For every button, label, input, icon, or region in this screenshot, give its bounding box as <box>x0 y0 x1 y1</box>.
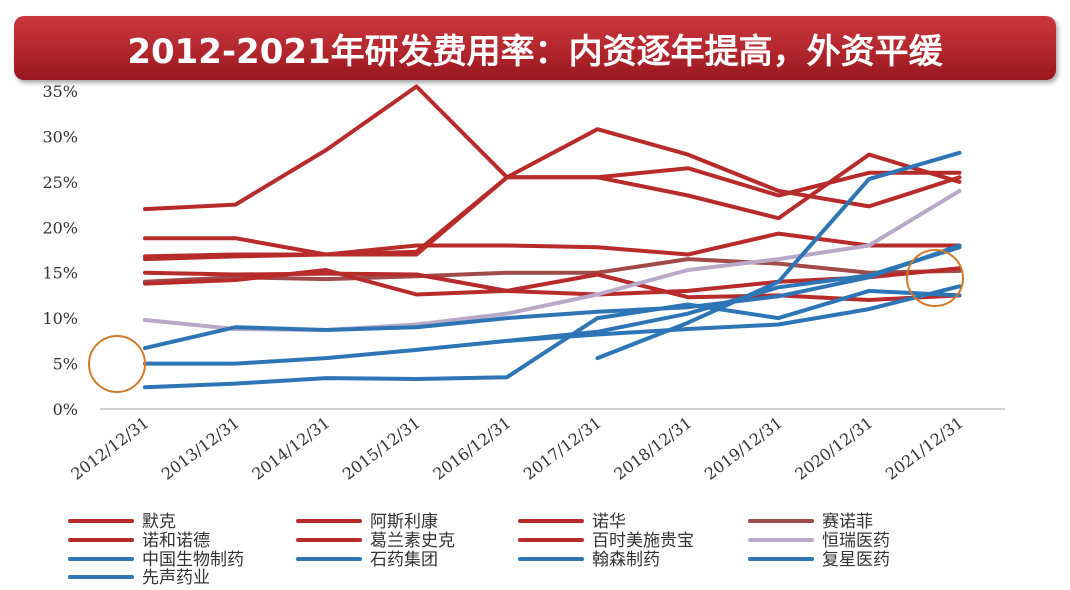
x-tick-labels: 2012/12/31 2013/12/31 2014/12/31 2015/12/31… <box>67 413 967 484</box>
y-tick-label: 15% <box>42 264 78 283</box>
x-tick-label: 2021/12/31 <box>882 413 967 484</box>
y-tick-label: 5% <box>53 355 78 374</box>
series-line <box>143 84 962 212</box>
x-tick-label: 2018/12/31 <box>610 413 695 484</box>
y-tick-label: 10% <box>42 309 78 328</box>
y-tick-label: 25% <box>42 173 78 192</box>
x-tick-label: 2015/12/31 <box>339 413 424 484</box>
x-tick-label: 2012/12/31 <box>67 413 152 484</box>
chart-series-lines <box>143 84 962 390</box>
legend-label: 诺和诺德 <box>142 531 210 551</box>
y-tick-label: 35% <box>42 82 78 101</box>
chart-annotations <box>88 249 964 393</box>
legend-label: 赛诺菲 <box>822 511 873 532</box>
series-line <box>595 150 962 361</box>
y-tick-label: 20% <box>42 218 78 237</box>
title-banner: 2012-2021年研发费用率：内资逐年提高，外资平缓 <box>14 16 1056 80</box>
x-tick-label: 2020/12/31 <box>791 413 876 484</box>
legend-label: 先声药业 <box>142 568 210 588</box>
series-line <box>143 127 962 259</box>
highlight-circle-2012 <box>88 335 146 393</box>
legend-label: 默克 <box>142 512 176 532</box>
legend-label: 恒瑞医药 <box>822 531 890 551</box>
legend-label: 葛兰素史克 <box>370 531 455 551</box>
x-tick-label: 2017/12/31 <box>520 413 605 484</box>
x-tick-label: 2016/12/31 <box>429 413 514 484</box>
series-line <box>505 284 962 343</box>
legend-label: 阿斯利康 <box>370 512 438 532</box>
x-tick-label: 2013/12/31 <box>158 413 243 484</box>
legend-label: 诺华 <box>592 512 626 532</box>
legend-label: 翰森制药 <box>592 550 660 570</box>
y-tick-label: 30% <box>42 127 78 146</box>
series-line <box>143 188 962 332</box>
series-line <box>143 243 962 351</box>
y-tick-labels: 0% 5% 10% 15% 20% 25% 30% 35% <box>42 82 78 419</box>
page-title: 2012-2021年研发费用率：内资逐年提高，外资平缓 <box>127 31 943 72</box>
highlight-circle-2021 <box>906 249 964 307</box>
series-line <box>143 231 962 257</box>
legend-label: 中国生物制药 <box>142 550 244 570</box>
legend-label: 复星医药 <box>822 550 890 570</box>
x-tick-label: 2019/12/31 <box>701 413 786 484</box>
x-tick-label: 2014/12/31 <box>248 413 333 484</box>
legend-label: 百时美施贵宝 <box>592 531 694 551</box>
y-tick-label: 0% <box>53 400 78 419</box>
legend-label: 石药集团 <box>370 550 438 570</box>
series-line <box>143 257 962 284</box>
series-line <box>143 288 962 390</box>
